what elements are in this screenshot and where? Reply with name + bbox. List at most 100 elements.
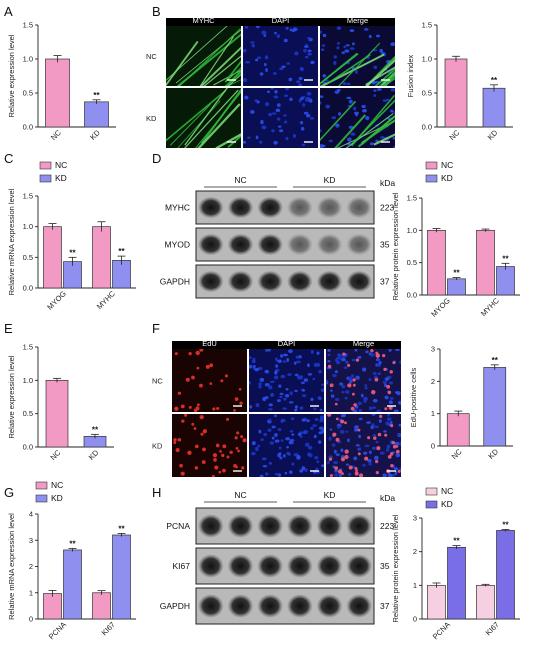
edu-positive-nucleus [235,446,239,450]
molecular-weight-gapdh: 37 [380,277,390,287]
edu-positive-nucleus [226,417,230,421]
band [257,514,283,538]
nucleus [313,363,318,367]
nucleus [336,26,342,30]
edu-positive-nucleus [237,449,240,453]
legend-label-nc: NC [441,486,453,496]
y-axis-label: Relative mRNA expression level [7,513,16,620]
nucleus [274,433,278,437]
edu-positive-nucleus [347,383,352,388]
molecular-weight-myhc: 223 [380,203,394,213]
myotube [320,52,358,85]
chart-b: 0.0 0.5 1.0 1.5 Fusion index NC ** KD [406,21,513,142]
nucleus [398,423,401,427]
nucleus [339,429,345,434]
nucleus [310,426,314,430]
nucleus [282,397,287,401]
nucleus [276,103,281,107]
row-label-nc: NC [146,52,157,61]
edu-positive-nucleus [383,367,387,371]
nucleus [259,474,264,477]
band [287,233,313,256]
edu-positive-nucleus [327,414,332,417]
nucleus [382,473,387,477]
nucleus [314,456,319,460]
nucleus [317,396,322,399]
x-tick-label: NC [450,447,464,461]
nucleus [390,42,395,47]
myotube [337,42,381,86]
edu-positive-nucleus [375,351,379,355]
edu-positive-nucleus [387,455,392,459]
nucleus [322,73,326,78]
image-background [243,26,318,86]
nucleus [341,391,345,394]
nucleus [250,41,255,44]
kda-unit: kDa [380,178,395,188]
nucleus [270,88,275,90]
edu-positive-nucleus [199,349,204,352]
nucleus [271,425,276,429]
legend-swatch-kd [35,494,48,503]
edu-positive-nucleus [212,407,216,411]
myotube [224,60,241,83]
edu-positive-nucleus [222,468,226,473]
blot-strip-gapdh [195,587,375,625]
nucleus [256,56,262,59]
edu-positive-nucleus [216,407,220,411]
nucleus [270,380,275,384]
molecular-weight-pcna: 223 [380,521,394,531]
nucleus [346,96,352,100]
edu-positive-nucleus [241,466,245,470]
chart-f: 0 1 2 3 EdU-positive cells NC ** KD [409,345,513,461]
x-tick-label: MYOG [45,289,68,312]
edu-positive-nucleus [340,457,346,462]
nucleus [394,441,400,446]
nucleus [390,109,394,113]
nucleus [304,468,308,472]
edu-positive-nucleus [358,473,364,477]
nucleus [320,95,324,98]
western-blot-h: NC KD kDa PCNA 223 KI67 35 GAPDH 37 [160,490,395,625]
band [287,514,313,538]
nucleus [351,42,355,46]
legend-label-kd: KD [55,173,67,183]
y-tick-label: 1.0 [23,222,33,231]
band [287,196,313,219]
nucleus [299,469,304,473]
y-tick-label: 1.5 [23,343,33,352]
nucleus [289,439,295,442]
edu-positive-nucleus [374,377,379,382]
nucleus [385,421,390,426]
y-tick-label: 0.0 [407,291,417,300]
band [287,554,313,578]
image-content [320,26,395,86]
nucleus [358,417,363,421]
myotube [325,53,371,86]
nucleus [396,391,401,396]
edu-positive-nucleus [195,444,199,449]
nucleus [386,417,392,421]
nucleus [357,401,362,406]
edu-positive-nucleus [174,406,179,411]
chart-a: 0.0 0.5 1.0 1.5 Relative expression level NC *… [7,21,116,142]
nucleus [384,383,387,387]
image-content [326,414,401,477]
nucleus [377,372,382,375]
band [317,270,342,293]
nucleus [243,77,248,82]
nucleus [268,385,273,390]
nucleus [285,88,290,91]
myotube [166,89,227,142]
edu-positive-nucleus [202,447,206,452]
myotube [350,94,395,147]
nucleus [399,360,401,364]
nucleus [341,384,346,389]
image-kd-merge [320,88,395,148]
edu-positive-nucleus [195,406,200,411]
nucleus [291,433,295,436]
x-tick-label: KD [486,447,500,461]
image-kd-edu [172,414,247,477]
band [257,270,283,293]
nucleus [249,364,253,369]
